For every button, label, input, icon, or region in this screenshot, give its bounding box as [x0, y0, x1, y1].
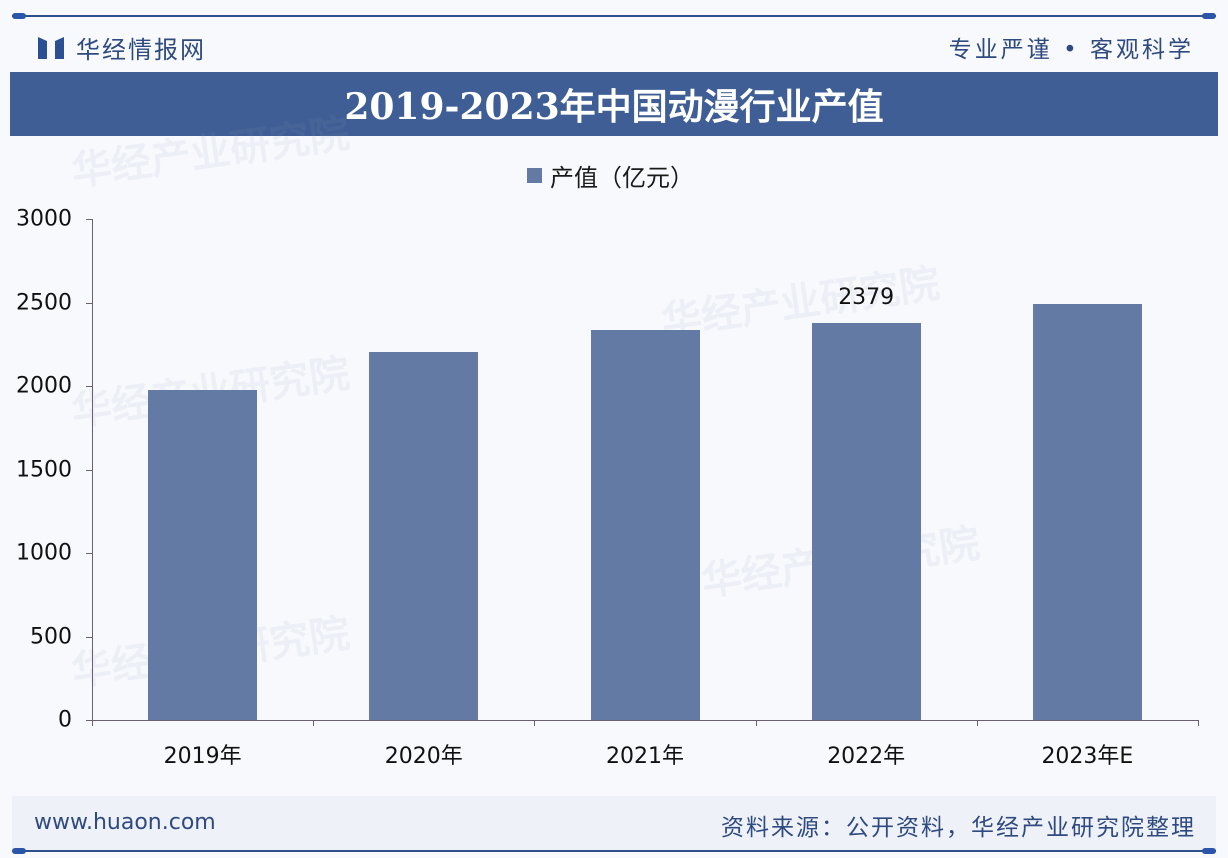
x-tick	[534, 720, 536, 726]
y-tick-label: 3000	[16, 206, 72, 232]
legend: 产值（亿元）	[527, 158, 694, 193]
brand-logo-icon	[38, 36, 64, 59]
y-tick	[86, 636, 92, 638]
x-tick	[313, 720, 315, 726]
y-tick	[86, 386, 92, 387]
y-tick-label: 2000	[16, 373, 72, 399]
bar-chart: 0 500 1000 1500 2000 2500 3000 2019年 2020年 2021年 2…	[0, 200, 1228, 780]
x-tick	[976, 720, 978, 726]
y-axis	[92, 219, 93, 721]
x-tick	[755, 720, 757, 726]
y-tick	[86, 553, 92, 554]
footer-url: www.huaon.com	[34, 810, 216, 835]
y-tick-label: 1000	[16, 540, 72, 566]
x-tick-label: 2022年	[827, 744, 906, 769]
bar-2019年	[148, 390, 258, 720]
y-tick	[86, 302, 92, 304]
y-tick-label: 1500	[16, 457, 72, 482]
data-label: 2379	[838, 284, 895, 310]
x-tick	[1198, 720, 1199, 726]
chart-title: 2019-2023年中国动漫行业产值	[344, 86, 884, 128]
bar-2022年	[811, 322, 921, 720]
footer: www.huaon.com 资料来源：公开资料，华经产业研究院整理	[12, 796, 1216, 850]
title-bar: 2019-2023年中国动漫行业产值	[10, 72, 1218, 136]
brand: 华经情报网	[38, 30, 206, 65]
x-tick-label: 2021年	[606, 744, 684, 769]
y-tick-label: 0	[58, 707, 72, 733]
x-tick-label: 2020年	[384, 744, 463, 769]
legend-label: 产值（亿元）	[550, 164, 694, 192]
bar-2021年	[590, 330, 700, 720]
bar-2023年E	[1032, 304, 1142, 720]
y-tick-label: 500	[30, 624, 72, 649]
source-note: 资料来源：公开资料，华经产业研究院整理	[721, 815, 1196, 841]
bottom-divider	[12, 848, 1216, 854]
x-tick-label: 2019年	[163, 744, 242, 769]
y-tick	[86, 469, 92, 471]
y-tick-label: 2500	[16, 290, 72, 315]
x-tick	[92, 720, 93, 726]
y-tick	[86, 219, 92, 220]
legend-swatch	[527, 168, 542, 183]
y-tick	[86, 720, 92, 721]
brand-name: 华经情报网	[76, 36, 206, 64]
bar-2020年	[369, 351, 479, 720]
x-axis	[92, 720, 1198, 721]
slogan: 专业严谨 • 客观科学	[948, 37, 1194, 63]
top-divider	[12, 13, 1216, 19]
x-tick-label: 2023年E	[1041, 744, 1134, 769]
